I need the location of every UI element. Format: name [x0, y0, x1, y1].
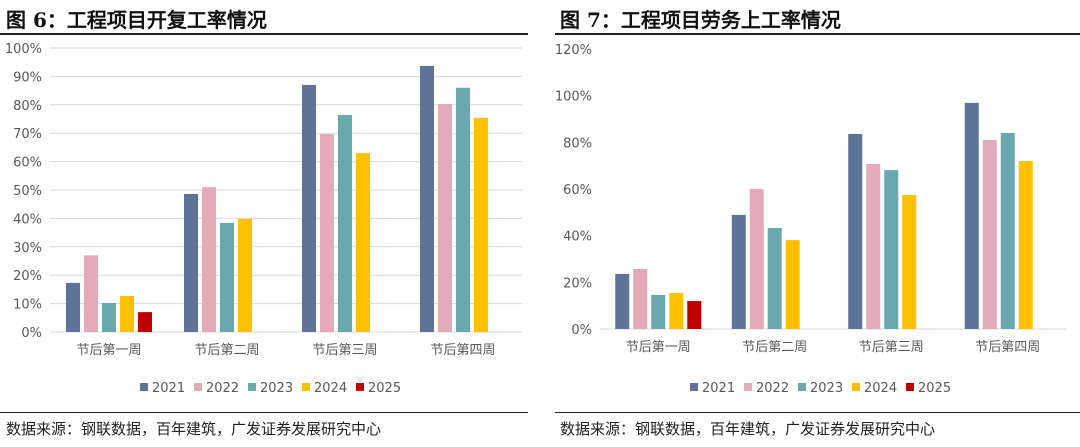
bar-2023	[1000, 133, 1015, 329]
bar-2024	[356, 153, 370, 332]
y-tick-label: 20%	[563, 276, 592, 291]
bar-2021	[420, 65, 434, 332]
x-tick-label: 节后第四周	[430, 343, 495, 358]
bar-2022	[633, 269, 648, 329]
chart-title-right: 图 7：工程项目劳务上工率情况	[560, 8, 841, 32]
legend-label: 2022	[206, 381, 239, 396]
bar-2024	[1018, 161, 1033, 329]
title-rule-right	[555, 33, 1080, 35]
x-tick-label: 节后第二周	[742, 340, 807, 355]
bar-2023	[338, 115, 352, 332]
y-tick-label: 70%	[13, 127, 42, 142]
bar-2021	[964, 102, 979, 330]
bar-2022	[866, 164, 881, 329]
y-tick-label: 0%	[571, 323, 592, 338]
chart-title-left: 图 6：工程项目开复工率情况	[6, 8, 267, 32]
x-tick-label: 节后第三周	[312, 343, 377, 358]
legend-swatch-2025	[356, 383, 364, 391]
legend-label: 2025	[918, 381, 951, 396]
legend-label: 2023	[810, 381, 843, 396]
legend-swatch-2024	[852, 383, 860, 391]
bar-2021	[184, 193, 198, 332]
bar-2021	[731, 214, 746, 329]
legend-swatch-2023	[798, 383, 806, 391]
legend-swatch-2022	[194, 383, 202, 391]
bar-2021	[615, 273, 630, 329]
bar-2022	[749, 189, 764, 329]
bar-2022	[320, 134, 334, 332]
legend-swatch-2024	[302, 383, 310, 391]
legend-label: 2024	[864, 381, 897, 396]
title-rule-left	[0, 33, 528, 35]
y-tick-label: 80%	[13, 99, 42, 114]
x-tick-label: 节后第一周	[76, 343, 141, 358]
bar-2023	[651, 294, 666, 329]
y-tick-label: 40%	[563, 230, 592, 245]
bar-2021	[302, 84, 316, 332]
legend-label: 2024	[314, 381, 347, 396]
x-tick-label: 节后第三周	[859, 340, 924, 355]
bar-2023	[884, 170, 899, 329]
bar-2025	[138, 312, 152, 332]
bar-2023	[456, 87, 470, 332]
y-tick-label: 100%	[5, 42, 42, 57]
legend-label: 2022	[756, 381, 789, 396]
y-tick-label: 10%	[13, 298, 42, 313]
bar-2024	[120, 295, 134, 332]
bar-2022	[202, 187, 216, 332]
x-tick-label: 节后第二周	[194, 343, 259, 358]
source-left: 数据来源：钢联数据，百年建筑，广发证券发展研究中心	[6, 420, 382, 438]
legend-label: 2021	[152, 381, 185, 396]
bar-2024	[669, 293, 684, 329]
source-rule-right	[555, 412, 1080, 413]
bar-2023	[220, 222, 234, 332]
bar-2024	[785, 240, 800, 329]
y-tick-label: 0%	[21, 326, 42, 341]
y-tick-label: 90%	[13, 70, 42, 85]
legend-swatch-2021	[690, 383, 698, 391]
bar-2024	[474, 117, 488, 332]
bar-2024	[902, 195, 917, 329]
bar-2021	[66, 282, 80, 332]
bar-2024	[238, 218, 252, 332]
legend-swatch-2023	[248, 383, 256, 391]
legend-swatch-2022	[744, 383, 752, 391]
bar-2023	[102, 303, 116, 332]
bar-2023	[767, 227, 782, 329]
y-tick-label: 30%	[13, 241, 42, 256]
source-rule-left	[0, 412, 528, 413]
x-tick-label: 节后第一周	[626, 340, 691, 355]
bar-2022	[84, 255, 98, 332]
x-tick-label: 节后第四周	[975, 340, 1040, 355]
y-tick-label: 40%	[13, 212, 42, 227]
y-tick-label: 80%	[563, 136, 592, 151]
legend-label: 2023	[260, 381, 293, 396]
legend-swatch-2021	[140, 383, 148, 391]
y-tick-label: 120%	[555, 43, 592, 58]
bar-2022	[438, 103, 452, 332]
y-tick-label: 60%	[13, 156, 42, 171]
legend-label: 2021	[702, 381, 735, 396]
y-tick-label: 20%	[13, 269, 42, 284]
bar-2021	[848, 133, 863, 329]
y-tick-label: 100%	[555, 90, 592, 105]
source-right: 数据来源：钢联数据，百年建筑，广发证券发展研究中心	[560, 420, 936, 438]
y-tick-label: 60%	[563, 183, 592, 198]
legend-label: 2025	[368, 381, 401, 396]
bar-2025	[687, 301, 702, 329]
y-tick-label: 50%	[13, 184, 42, 199]
bar-2022	[982, 140, 997, 329]
legend-swatch-2025	[906, 383, 914, 391]
